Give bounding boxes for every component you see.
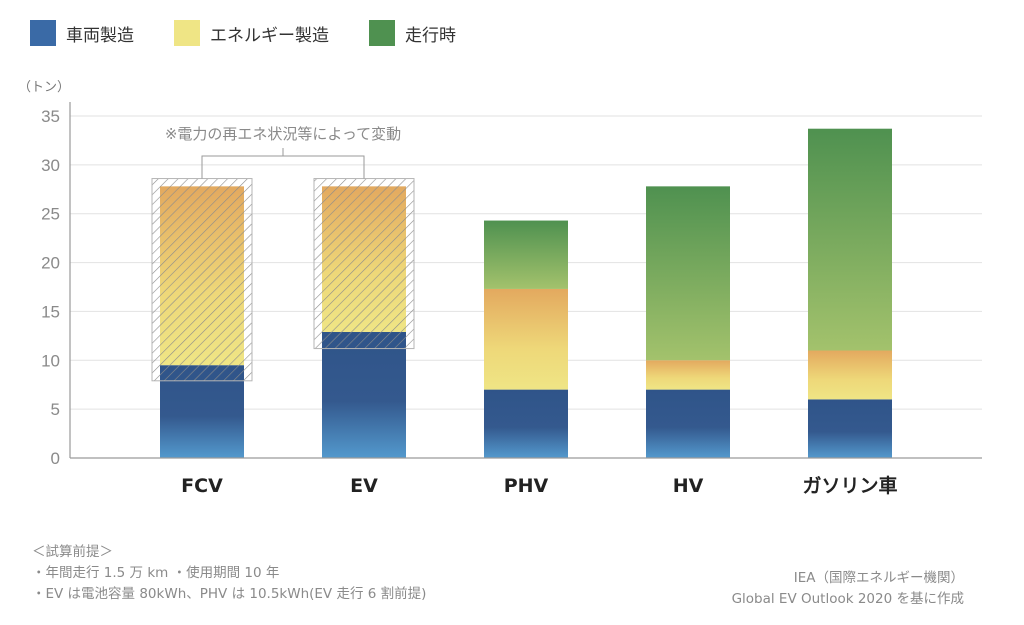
y-tick-label: 25 bbox=[41, 205, 60, 224]
x-tick-label: ガソリン車 bbox=[802, 474, 897, 497]
x-tick-label: HV bbox=[673, 475, 704, 497]
y-tick-label: 20 bbox=[41, 254, 60, 273]
bar-segment bbox=[646, 389, 730, 458]
legend-item-vehicle: 車両製造 bbox=[30, 20, 134, 46]
legend-label-vehicle: 車両製造 bbox=[66, 25, 134, 46]
bar-segment bbox=[646, 360, 730, 390]
legend-swatch-energy bbox=[174, 20, 200, 46]
variability-range-box bbox=[151, 178, 253, 382]
bar-segment bbox=[484, 220, 568, 289]
y-tick-label: 5 bbox=[51, 400, 60, 419]
legend-label-driving: 走行時 bbox=[405, 25, 456, 46]
y-tick-label: 35 bbox=[41, 107, 60, 126]
annotation-bracket bbox=[201, 148, 365, 179]
bar-segment bbox=[484, 288, 568, 390]
notes-line-1: ・年間走行 1.5 万 km ・使用期間 10 年 bbox=[32, 565, 280, 581]
calculation-notes: ＜試算前提＞ ・年間走行 1.5 万 km ・使用期間 10 年 ・EV は電池… bbox=[32, 542, 426, 605]
x-tick-label: EV bbox=[350, 475, 378, 497]
y-axis-unit-label: （トン） bbox=[18, 80, 71, 95]
stacked-bar-chart: 0 5 10 15 20 25 30 35 FCV EV PHV HV ガソリン車 ※電力の再エネ状況等に… bbox=[41, 102, 982, 497]
source-line-1: IEA（国際エネルギー機関） bbox=[793, 570, 964, 586]
legend-swatch-driving bbox=[369, 20, 395, 46]
x-tick-label: PHV bbox=[504, 475, 549, 497]
legend-swatch-vehicle bbox=[30, 20, 56, 46]
y-tick-label: 0 bbox=[51, 449, 60, 468]
legend-item-energy: エネルギー製造 bbox=[174, 20, 329, 46]
source-line-2: Global EV Outlook 2020 を基に作成 bbox=[731, 591, 964, 607]
legend-label-energy: エネルギー製造 bbox=[210, 25, 329, 46]
y-tick-label: 10 bbox=[41, 351, 60, 370]
bar-segment bbox=[646, 186, 730, 361]
notes-line-2: ・EV は電池容量 80kWh、PHV は 10.5kWh(EV 走行 6 割前… bbox=[32, 586, 427, 602]
legend-item-driving: 走行時 bbox=[369, 20, 456, 46]
notes-heading: ＜試算前提＞ bbox=[32, 544, 113, 560]
bar-segment bbox=[808, 350, 892, 400]
variability-range-box bbox=[313, 178, 415, 350]
bar-segment bbox=[808, 399, 892, 458]
y-tick-label: 15 bbox=[41, 302, 60, 321]
x-tick-label: FCV bbox=[181, 475, 223, 497]
bar-segment bbox=[484, 389, 568, 458]
source-credit: IEA（国際エネルギー機関） Global EV Outlook 2020 を基… bbox=[732, 568, 964, 610]
y-tick-label: 30 bbox=[41, 156, 60, 175]
bar-segment bbox=[808, 128, 892, 351]
variability-annotation: ※電力の再エネ状況等によって変動 bbox=[165, 125, 401, 143]
chart-legend: 車両製造 エネルギー製造 走行時 bbox=[30, 20, 496, 46]
bar-segment bbox=[322, 331, 406, 458]
